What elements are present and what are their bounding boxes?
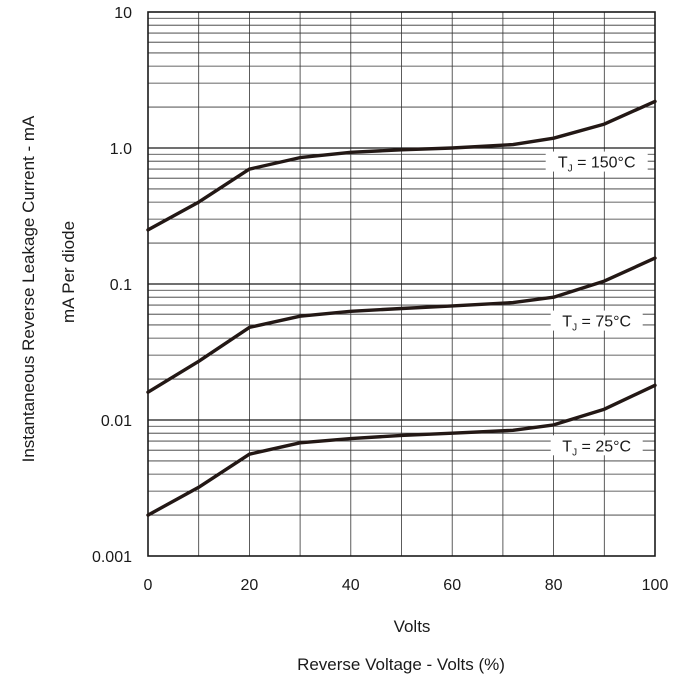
x-tick-label: 80 <box>545 577 563 594</box>
curve-label-rest: = 75°C <box>577 314 631 331</box>
curve-label-sub: J <box>572 447 577 458</box>
y-axis-label: Instantaneous Reverse Leakage Current - … <box>19 115 38 462</box>
curve-label-main: T <box>558 155 568 172</box>
y-tick-labels: 0.001 0.01 0.1 1.0 10 <box>92 5 132 566</box>
curve-label-text: TJ = 75°C <box>562 314 631 334</box>
curve-label-main: T <box>562 438 572 455</box>
series-line-0 <box>146 99 657 232</box>
series-lines <box>146 99 657 517</box>
curve-label-sub: J <box>568 164 573 175</box>
series-line-2 <box>146 383 657 517</box>
y-axis-secondary-label: mA Per diode <box>59 221 78 323</box>
x-tick-label: 60 <box>443 577 461 594</box>
y-tick-label: 10 <box>114 5 132 22</box>
curve-label-text: TJ = 25°C <box>562 438 631 458</box>
x-tick-label: 100 <box>642 577 669 594</box>
curve-label-sub: J <box>572 323 577 334</box>
curve-label-2: TJ = 25°C <box>550 435 643 458</box>
curve-label-0: TJ = 150°C <box>545 151 648 175</box>
series-line-1 <box>146 256 657 394</box>
curve-label-rest: = 25°C <box>577 438 631 455</box>
x-tick-label: 20 <box>241 577 259 594</box>
x-axis-secondary-label: Reverse Voltage - Volts (%) <box>297 655 505 674</box>
x-axis-label: Volts <box>394 617 431 636</box>
curve-label-main: T <box>562 314 572 331</box>
curve-label-bg <box>550 435 643 456</box>
y-tick-label: 0.01 <box>101 413 132 430</box>
y-tick-label: 0.001 <box>92 549 132 566</box>
curve-label-bg <box>550 310 643 331</box>
x-tick-label: 40 <box>342 577 360 594</box>
curve-label-bg <box>545 151 648 172</box>
plot-frame <box>147 11 656 557</box>
x-tick-label: 0 <box>144 577 153 594</box>
curve-label-rest: = 150°C <box>573 155 636 172</box>
curve-label-1: TJ = 75°C <box>550 310 643 334</box>
y-tick-label: 1.0 <box>110 141 132 158</box>
y-tick-label: 0.1 <box>110 277 132 294</box>
curve-labels: TJ = 150°CTJ = 75°CTJ = 25°C <box>545 151 648 458</box>
x-tick-labels: 0 20 40 60 80 100 <box>144 577 669 594</box>
curve-label-text: TJ = 150°C <box>558 155 636 175</box>
